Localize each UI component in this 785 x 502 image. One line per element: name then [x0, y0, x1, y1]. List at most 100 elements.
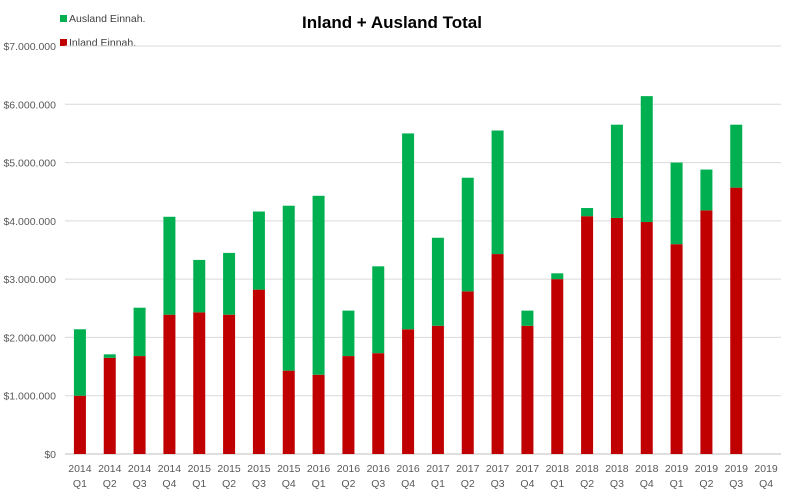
legend-swatch-inland: [60, 39, 67, 46]
bars: [73, 96, 743, 455]
bar-ausland-2017-q4: [521, 310, 534, 326]
bar-ausland-2018-q1: [551, 273, 564, 280]
x-tick-quarter: Q1: [670, 478, 684, 490]
y-tick-label: $5.000.000: [3, 158, 56, 170]
x-tick-year: 2014: [68, 463, 92, 475]
bar-ausland-2019-q3: [730, 124, 743, 188]
x-tick-quarter: Q2: [461, 478, 475, 490]
bar-inland-2018-q3: [610, 217, 623, 454]
gridlines: [65, 45, 781, 455]
bar-ausland-2014-q4: [163, 216, 176, 315]
bar-inland-2014-q3: [133, 356, 146, 454]
x-tick-year: 2014: [158, 463, 182, 475]
x-tick-year: 2018: [546, 463, 570, 475]
x-tick-quarter: Q4: [520, 478, 534, 490]
bar-inland-2015-q1: [193, 312, 206, 454]
x-tick-year: 2018: [575, 463, 599, 475]
y-tick-label: $7.000.000: [3, 41, 56, 53]
x-tick-year: 2014: [98, 463, 122, 475]
bar-ausland-2015-q2: [223, 252, 236, 315]
bar-inland-2017-q3: [491, 254, 504, 454]
y-tick-label: $4.000.000: [3, 216, 56, 228]
x-tick-quarter: Q4: [282, 478, 296, 490]
x-tick-quarter: Q1: [73, 478, 87, 490]
x-tick-quarter: Q2: [103, 478, 117, 490]
bar-ausland-2014-q1: [73, 329, 86, 396]
bar-ausland-2018-q2: [581, 208, 594, 217]
bar-ausland-2016-q1: [312, 195, 325, 375]
x-tick-year: 2015: [277, 463, 301, 475]
bar-ausland-2018-q4: [640, 96, 653, 223]
x-tick-year: 2019: [754, 463, 778, 475]
x-tick-year: 2018: [635, 463, 659, 475]
bar-ausland-2019-q1: [670, 162, 683, 245]
x-tick-year: 2019: [695, 463, 719, 475]
y-axis-ticks: $0 $1.000.000 $2.000.000 $3.000.000 $4.000.0…: [3, 41, 56, 461]
x-tick-quarter: Q3: [252, 478, 266, 490]
bar-inland-2014-q2: [103, 357, 116, 454]
bar-ausland-2016-q3: [372, 266, 385, 354]
legend-label-ausland: Ausland Einnah.: [69, 13, 145, 25]
y-tick-label: $6.000.000: [3, 99, 56, 111]
bar-inland-2017-q1: [431, 325, 444, 454]
x-tick-year: 2016: [307, 463, 331, 475]
x-tick-quarter: Q2: [341, 478, 355, 490]
x-tick-quarter: Q1: [312, 478, 326, 490]
x-tick-year: 2019: [665, 463, 689, 475]
x-tick-quarter: Q4: [759, 478, 773, 490]
x-tick-year: 2016: [396, 463, 420, 475]
x-tick-quarter: Q4: [640, 478, 654, 490]
x-tick-year: 2019: [725, 463, 749, 475]
legend: Ausland Einnah. Inland Einnah.: [60, 13, 145, 49]
bar-inland-2015-q3: [252, 289, 265, 454]
x-tick-year: 2017: [456, 463, 480, 475]
bar-inland-2019-q2: [700, 210, 713, 454]
x-tick-year: 2015: [188, 463, 212, 475]
x-tick-year: 2014: [128, 463, 152, 475]
bar-ausland-2014-q3: [133, 307, 146, 357]
x-tick-year: 2018: [605, 463, 629, 475]
bar-ausland-2019-q2: [700, 169, 713, 211]
bar-inland-2016-q4: [402, 329, 415, 454]
y-tick-label: $1.000.000: [3, 391, 56, 403]
bar-ausland-2016-q2: [342, 310, 355, 357]
bar-inland-2018-q2: [581, 216, 594, 454]
bar-inland-2016-q2: [342, 356, 355, 454]
legend-label-inland: Inland Einnah.: [69, 37, 136, 49]
x-tick-quarter: Q2: [222, 478, 236, 490]
bar-inland-2015-q4: [282, 370, 295, 454]
y-tick-label: $3.000.000: [3, 274, 56, 286]
x-axis-ticks: 2014 Q1 2014 Q2 2014 Q3 2014 Q4 2015 Q1 2015 Q2 2015…: [68, 463, 778, 490]
x-tick-quarter: Q3: [610, 478, 624, 490]
x-tick-quarter: Q3: [371, 478, 385, 490]
bar-ausland-2015-q1: [193, 259, 206, 313]
x-tick-quarter: Q3: [491, 478, 505, 490]
bar-inland-2019-q3: [730, 187, 743, 455]
bar-ausland-2015-q3: [252, 211, 265, 290]
bar-inland-2017-q4: [521, 325, 534, 454]
x-tick-quarter: Q4: [162, 478, 176, 490]
bar-inland-2014-q4: [163, 314, 176, 454]
bar-ausland-2018-q3: [610, 124, 623, 218]
bar-inland-2018-q1: [551, 279, 564, 454]
x-tick-year: 2016: [337, 463, 361, 475]
chart-title: Inland + Ausland Total: [302, 13, 482, 32]
bar-ausland-2016-q4: [402, 133, 415, 330]
bar-inland-2017-q2: [461, 291, 474, 454]
bar-ausland-2017-q1: [431, 237, 444, 326]
x-tick-quarter: Q3: [133, 478, 147, 490]
x-tick-year: 2017: [426, 463, 450, 475]
x-tick-quarter: Q3: [729, 478, 743, 490]
x-tick-year: 2015: [217, 463, 241, 475]
x-tick-year: 2016: [367, 463, 391, 475]
x-tick-quarter: Q4: [401, 478, 415, 490]
bar-ausland-2017-q2: [461, 177, 474, 292]
x-tick-year: 2015: [247, 463, 271, 475]
bar-ausland-2017-q3: [491, 130, 504, 255]
bar-inland-2018-q4: [640, 222, 653, 454]
x-tick-quarter: Q1: [192, 478, 206, 490]
x-tick-quarter: Q2: [580, 478, 594, 490]
legend-swatch-ausland: [60, 15, 67, 22]
x-tick-quarter: Q2: [699, 478, 713, 490]
